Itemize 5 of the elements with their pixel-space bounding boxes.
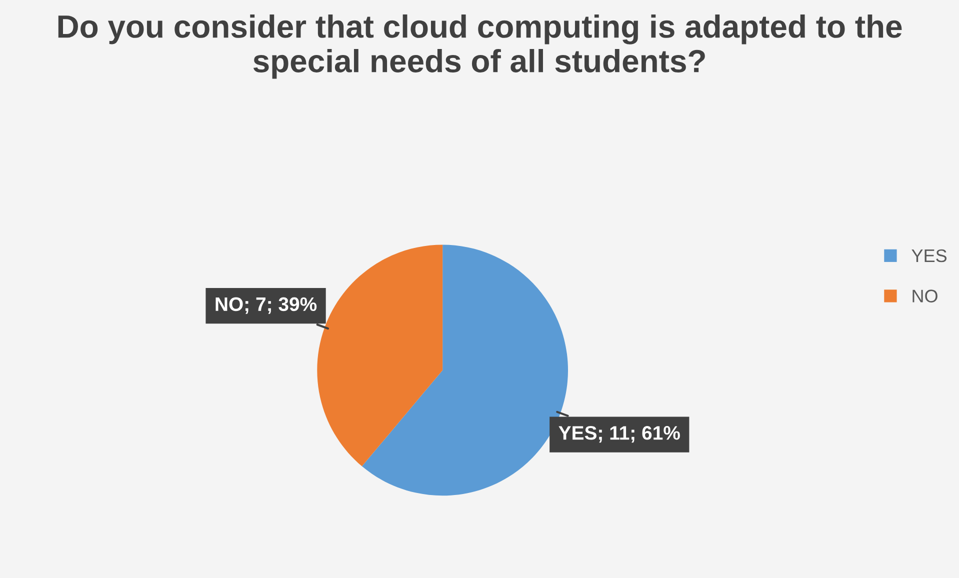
data-label: YES; 11; 61% bbox=[558, 426, 680, 443]
chart-title: Do you consider that cloud computing is adapted to the special needs of all students? bbox=[58, 14, 902, 79]
data-label: NO; 7; 39% bbox=[216, 297, 317, 314]
legend-label: NO bbox=[912, 290, 938, 302]
legend-label: YES bbox=[912, 249, 947, 262]
